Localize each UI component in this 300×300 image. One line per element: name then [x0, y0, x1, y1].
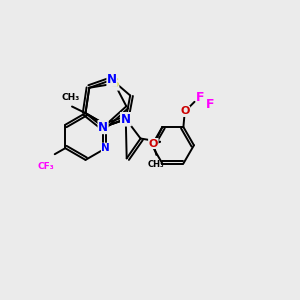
Text: N: N [107, 73, 117, 86]
Text: N: N [121, 112, 131, 126]
Text: N: N [121, 112, 131, 126]
Text: F: F [206, 98, 215, 111]
Text: N: N [121, 113, 131, 126]
Text: O: O [180, 106, 190, 116]
Text: CH₃: CH₃ [147, 160, 164, 169]
Text: N: N [101, 143, 110, 153]
Text: N: N [98, 121, 108, 134]
Text: CH₃: CH₃ [61, 93, 80, 102]
Text: S: S [110, 77, 119, 90]
Text: CF₃: CF₃ [38, 162, 54, 171]
Text: F: F [196, 91, 205, 103]
Text: O: O [149, 139, 158, 148]
